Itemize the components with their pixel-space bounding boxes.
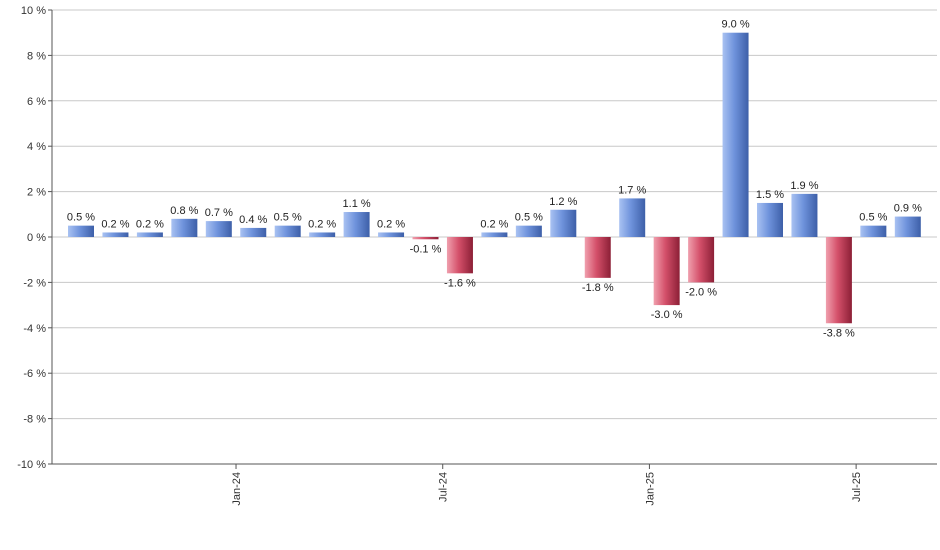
bars	[68, 32, 921, 324]
bar-value-label: 0.5 %	[515, 212, 543, 224]
bar	[688, 237, 715, 283]
bar-value-label: 0.4 %	[239, 214, 267, 226]
x-axis-ticks: Jan-24 Jul-24 Jan-25 Jul-25	[231, 464, 863, 506]
bar	[860, 225, 887, 237]
bar-value-label: 0.2 %	[308, 218, 336, 230]
bar	[136, 232, 163, 237]
y-tick-label: -6 %	[23, 368, 46, 380]
data-labels: 0.5 % 0.2 % 0.2 % 0.8 % 0.7 % 0.4 % 0.5 % 0.2 %…	[67, 19, 922, 340]
bar-value-label: 1.2 %	[549, 196, 577, 208]
bar	[68, 225, 94, 237]
bar	[791, 193, 818, 237]
y-tick-label: 0 %	[27, 232, 46, 244]
axes	[51, 10, 937, 465]
bar	[205, 221, 232, 237]
x-tick-label: Jan-24	[231, 472, 243, 506]
bar	[481, 232, 508, 237]
y-tick-label: 6 %	[27, 96, 46, 108]
bar-value-label: -1.8 %	[582, 282, 614, 294]
y-tick-label: 2 %	[27, 187, 46, 199]
bar-value-label: 0.8 %	[170, 205, 198, 217]
bar-value-label: 0.5 %	[859, 212, 887, 224]
bar	[653, 237, 680, 306]
y-tick-label: -8 %	[23, 414, 46, 426]
y-tick-label: -10 %	[17, 459, 46, 471]
bar	[274, 225, 301, 237]
grid-lines: 10 % 8 % 6 % 4 % 2 % 0 % -2 % -4 % -6 % -8 % -10 %	[17, 5, 937, 471]
bar	[102, 232, 129, 237]
bar-value-label: 0.2 %	[136, 218, 164, 230]
bar	[412, 237, 439, 240]
x-tick-label: Jul-24	[438, 472, 450, 502]
bar-value-label: -0.1 %	[410, 243, 442, 255]
bar-value-label: -2.0 %	[685, 286, 717, 298]
bar	[378, 232, 405, 237]
bar	[757, 202, 783, 237]
bar	[619, 198, 646, 237]
bar	[240, 227, 267, 237]
bar-value-label: 0.9 %	[894, 203, 922, 215]
bar	[550, 209, 577, 237]
bar	[309, 232, 336, 237]
y-tick-label: -2 %	[23, 277, 46, 289]
bar	[446, 237, 473, 274]
bar-value-label: 0.5 %	[274, 212, 302, 224]
y-tick-label: 10 %	[21, 5, 46, 17]
x-tick-label: Jan-25	[644, 472, 656, 506]
y-tick-label: 8 %	[27, 50, 46, 62]
bar-value-label: 9.0 %	[721, 19, 749, 31]
bar-value-label: 1.7 %	[618, 184, 646, 196]
y-tick-label: -4 %	[23, 323, 46, 335]
bar-value-label: 0.7 %	[205, 207, 233, 219]
y-tick-label: 4 %	[27, 141, 46, 153]
bar-value-label: 1.5 %	[756, 189, 784, 201]
bar	[894, 216, 921, 237]
bar-value-label: 0.2 %	[377, 218, 405, 230]
bar-value-label: -3.8 %	[823, 327, 855, 339]
bar-value-label: -3.0 %	[651, 309, 683, 321]
x-tick-label: Jul-25	[851, 472, 863, 502]
bar-value-label: 0.2 %	[480, 218, 508, 230]
bar	[171, 218, 198, 237]
bar-value-label: 0.5 %	[67, 212, 95, 224]
bar	[515, 225, 542, 237]
bar-value-label: -1.6 %	[444, 277, 476, 289]
bar	[584, 237, 611, 278]
bar	[722, 32, 749, 238]
bar-value-label: 1.1 %	[343, 198, 371, 210]
bar-value-label: 0.2 %	[101, 218, 129, 230]
bar-value-label: 1.9 %	[790, 180, 818, 192]
bar	[343, 212, 370, 237]
bar	[825, 237, 852, 324]
